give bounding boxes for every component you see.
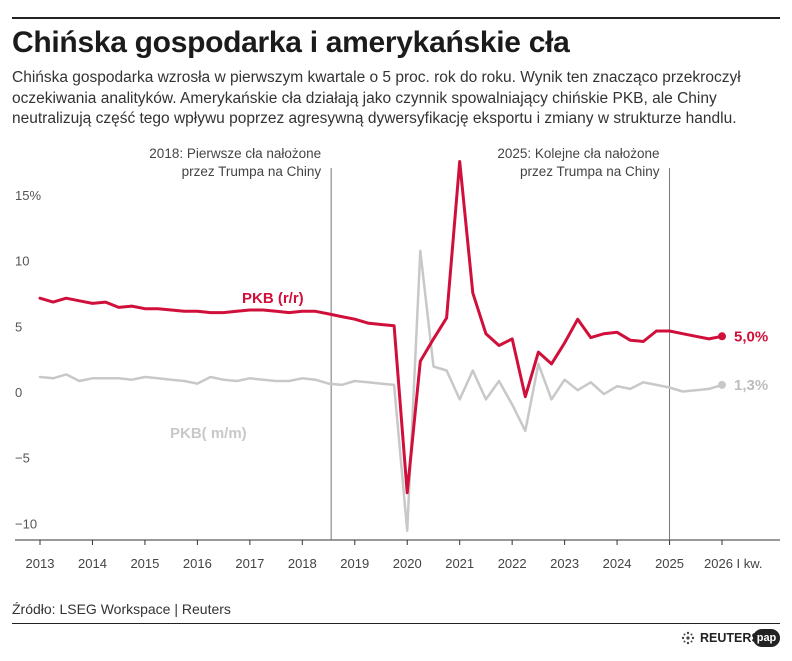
x-tick-label: 2023 xyxy=(550,556,579,571)
x-tick-label: 2026 I kw. xyxy=(704,556,763,571)
series-line-pkb-rr xyxy=(38,160,724,495)
x-tick-label: 2021 xyxy=(445,556,474,571)
series-end-point-pkb-mm xyxy=(718,380,726,389)
source-note: Źródło: LSEG Workspace | Reuters xyxy=(12,601,231,617)
x-tick-label: 2013 xyxy=(26,556,55,571)
x-tick-label: 2014 xyxy=(78,556,107,571)
tariff-annotation-text: 2018: Pierwsze cła nałożone xyxy=(149,146,321,161)
y-tick-label: 5 xyxy=(15,319,22,334)
bottom-rule xyxy=(12,623,780,624)
y-tick-label: 15% xyxy=(15,188,41,203)
pap-logo: pap xyxy=(753,629,780,647)
reuters-dots-icon xyxy=(681,631,695,645)
x-tick-label: 2020 xyxy=(393,556,422,571)
x-tick-label: 2024 xyxy=(603,556,632,571)
end-label-pkb-mm: 1,3% xyxy=(734,377,768,394)
series-line-pkb-mm xyxy=(38,249,724,533)
page-title: Chińska gospodarka i amerykańskie cła xyxy=(12,26,570,59)
x-tick-label: 2017 xyxy=(235,556,264,571)
x-tick-label: 2018 xyxy=(288,556,317,571)
line-chart: 15% 10 5 0 −5 −10 2013 2014 2015 2016 2017 2018 2019… xyxy=(15,146,780,571)
series-label-pkb-rr: PKB (r/r) xyxy=(242,290,304,307)
y-tick-label: −5 xyxy=(15,451,30,466)
reuters-logo: REUTERS xyxy=(680,630,760,646)
end-label-pkb-rr: 5,0% xyxy=(734,328,768,345)
y-tick-label: 10 xyxy=(15,254,29,269)
tariff-annotation-text: przez Trumpa na Chiny xyxy=(182,164,322,179)
x-tick-label: 2019 xyxy=(340,556,369,571)
tariff-annotation-text: 2025: Kolejne cła nałożone xyxy=(497,146,659,161)
page-subtitle: Chińska gospodarka wzrosła w pierwszym k… xyxy=(12,69,741,127)
y-tick-label: 0 xyxy=(15,385,22,400)
top-rule xyxy=(12,17,780,19)
x-tick-label: 2025 xyxy=(655,556,684,571)
reuters-logo-text: REUTERS xyxy=(700,631,760,645)
x-tick-label: 2016 xyxy=(183,556,212,571)
x-tick-label: 2015 xyxy=(130,556,159,571)
series-label-pkb-mm: PKB( m/m) xyxy=(170,425,247,442)
y-tick-label: −10 xyxy=(15,516,37,531)
tariff-annotation-text: przez Trumpa na Chiny xyxy=(520,164,660,179)
series-end-point-pkb-rr xyxy=(718,332,726,341)
x-tick-label: 2022 xyxy=(498,556,527,571)
